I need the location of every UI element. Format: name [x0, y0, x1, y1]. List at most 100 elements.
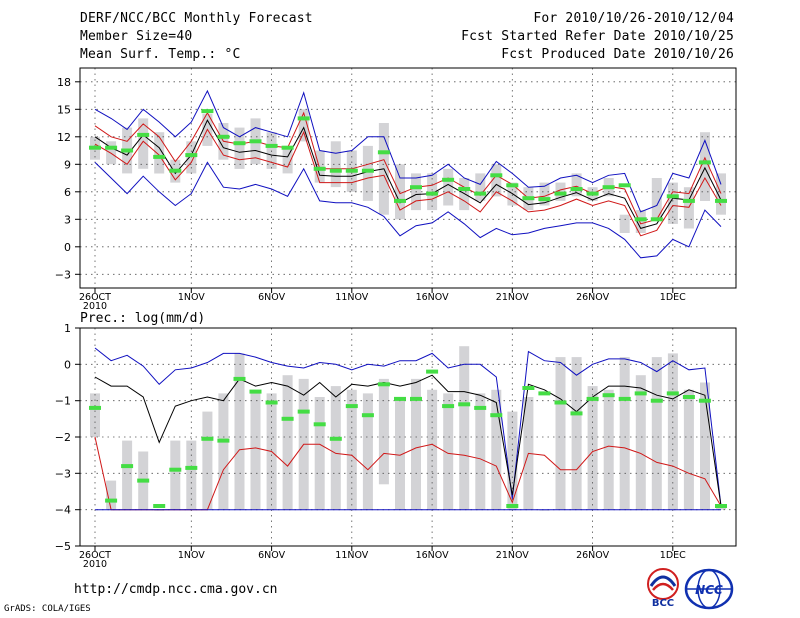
- prec-mean-marker: [474, 405, 487, 410]
- temp-mean-marker: [538, 197, 551, 202]
- temp-mean-marker: [442, 177, 455, 182]
- prec-mean-marker: [281, 416, 294, 421]
- prec-x-tick-label: 1DEC: [660, 550, 686, 561]
- prec-mean-marker: [201, 436, 214, 441]
- prec-mean-marker: [458, 402, 471, 407]
- prec-ensemble-bar: [234, 353, 245, 510]
- temp-mean-marker: [602, 185, 615, 190]
- prec-mean-marker: [217, 438, 230, 443]
- temp-ensemble-bar: [138, 118, 149, 169]
- prec-ensemble-bar: [106, 480, 117, 510]
- temp-mean-marker: [313, 166, 326, 171]
- prec-ensemble-bar: [314, 397, 325, 510]
- temp-ensemble-bar: [716, 173, 726, 215]
- bcc-logo-text: BCC: [652, 598, 674, 609]
- ncc-logo: NCC: [684, 568, 734, 610]
- temp-series-pct_hi: [94, 111, 722, 225]
- prec-ensemble-bar: [122, 440, 133, 510]
- temp-ensemble-bar: [443, 168, 454, 206]
- prec-mean-marker: [233, 376, 246, 381]
- bcc-logo-arc: [649, 575, 677, 587]
- temp-mean-marker: [329, 168, 342, 173]
- prec-mean-marker: [137, 478, 150, 483]
- prec-mean-marker: [506, 504, 519, 508]
- temp-x-tick-label: 21NOV: [496, 292, 530, 303]
- temperature-panel-title: Mean Surf. Temp.: °C: [80, 47, 241, 62]
- prec-mean-marker: [297, 409, 310, 414]
- prec-mean-marker: [121, 464, 134, 469]
- bcc-logo-ring: [647, 568, 679, 600]
- temp-x-tick-label: 26OCT: [79, 292, 111, 303]
- prec-mean-marker: [522, 386, 535, 390]
- prec-x-tick-label: 11NOV: [335, 550, 369, 561]
- prec-mean-marker: [715, 504, 727, 508]
- temp-mean-marker: [233, 141, 246, 146]
- prec-mean-marker: [249, 389, 262, 394]
- prec-mean-marker: [89, 405, 101, 410]
- source-url[interactable]: http://cmdp.ncc.cma.gov.cn: [74, 582, 278, 597]
- prec-x-tick-label: 26NOV: [576, 550, 610, 561]
- temp-mean-marker: [650, 217, 663, 222]
- temp-mean-marker: [715, 198, 727, 203]
- prec-mean-marker: [329, 436, 342, 441]
- prec-mean-marker: [586, 396, 599, 401]
- prec-ensemble-bar: [651, 357, 662, 510]
- temp-x-tick-label: 6NOV: [258, 292, 285, 303]
- temp-ensemble-bar: [619, 214, 630, 233]
- temp-mean-marker: [153, 154, 166, 159]
- prec-mean-marker: [634, 391, 647, 396]
- temp-mean-marker: [426, 191, 439, 196]
- prec-mean-marker: [618, 396, 631, 401]
- prec-series-median: [94, 374, 722, 507]
- prec-y-tick-label: 1: [64, 322, 71, 335]
- prec-mean-marker: [698, 398, 711, 403]
- temp-x-tick-label: 26NOV: [576, 292, 610, 303]
- prec-mean-marker: [570, 411, 583, 416]
- temp-ensemble-bar: [539, 182, 550, 206]
- temp-mean-marker: [698, 160, 711, 165]
- prec-ensemble-bar: [571, 357, 582, 510]
- prec-ensemble-bar: [667, 353, 678, 510]
- prec-mean-marker: [554, 400, 567, 405]
- temp-mean-marker: [361, 168, 374, 173]
- temp-series-pct_lo: [94, 128, 722, 237]
- temp-mean-marker: [217, 134, 230, 139]
- prec-ensemble-bar: [90, 393, 100, 437]
- temp-mean-marker: [121, 148, 134, 153]
- prec-y-tick-label: 0: [64, 358, 71, 371]
- temp-mean-marker: [394, 198, 406, 203]
- prec-y-tick-label: −4: [55, 504, 71, 517]
- prec-series-upper: [94, 347, 722, 507]
- prec-y-tick-label: −5: [55, 540, 71, 553]
- temp-ensemble-bar: [700, 132, 710, 201]
- temp-mean-marker: [345, 168, 358, 173]
- temp-mean-marker: [666, 194, 679, 199]
- prec-mean-marker: [410, 396, 422, 401]
- temperature-panel: −3 0 3 6 9 12 15 18 26OCT 1NOV 6NOV 11NOV 16NOV 21NOV…: [55, 67, 737, 312]
- temp-ensemble-bar: [651, 178, 662, 220]
- precipitation-panel: −5 −4 −3 −2 −1 0 1 26OCT 1NOV 6NOV 11NOV 16NOV 21NOV…: [55, 322, 737, 570]
- prec-y-tick-label: −3: [55, 467, 71, 480]
- temp-mean-marker: [506, 183, 519, 188]
- prec-mean-marker: [345, 404, 358, 409]
- prec-mean-marker: [377, 382, 390, 387]
- temp-ensemble-bar: [683, 187, 694, 229]
- temp-x-tick-label: 16NOV: [416, 292, 450, 303]
- temp-ensemble-bar: [362, 145, 373, 201]
- temp-mean-marker: [137, 132, 150, 137]
- ncc-logo-text: NCC: [695, 583, 723, 597]
- prec-mean-marker: [682, 395, 695, 399]
- temp-x-year-label: 2010: [83, 301, 107, 312]
- prec-ensemble-bar: [555, 357, 566, 510]
- prec-ensemble-bar: [411, 378, 421, 510]
- temp-ensemble-bar: [667, 182, 678, 224]
- produced-date-label: Fcst Produced Date 2010/10/26: [501, 47, 734, 62]
- prec-mean-marker: [490, 413, 503, 418]
- temp-mean-marker: [490, 173, 503, 178]
- prec-ensemble-bar: [635, 375, 646, 510]
- temp-series-median: [94, 119, 722, 229]
- prec-x-tick-label: 6NOV: [258, 550, 285, 561]
- temp-mean-marker: [265, 143, 278, 148]
- temp-mean-marker: [410, 185, 422, 190]
- temp-mean-marker: [570, 187, 583, 191]
